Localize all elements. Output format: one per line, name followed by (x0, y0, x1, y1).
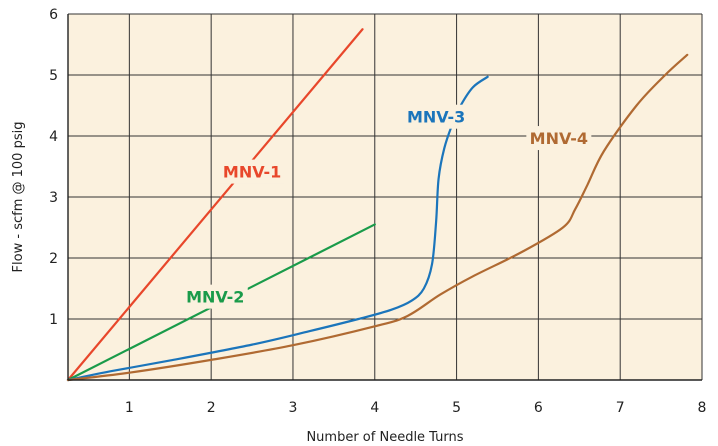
tick-labels: 1 2 3 4 5 6 7 8 1 2 3 4 5 6 (49, 7, 706, 416)
x-tick-label: 3 (289, 400, 298, 416)
series-label-mnv-1: MNV-1 (223, 163, 281, 182)
series-line-mnv-4 (66, 53, 689, 382)
grid-lines (68, 13, 703, 380)
x-tick-label: 7 (616, 400, 625, 416)
y-tick-label: 1 (49, 312, 58, 328)
x-tick-label: 8 (698, 400, 707, 416)
series-label-bg (182, 284, 248, 309)
x-tick-label: 5 (452, 400, 461, 416)
axes (67, 14, 702, 381)
y-axis-label: Flow - scfm @ 100 psig (11, 122, 26, 273)
x-tick-label: 6 (534, 400, 543, 416)
series-annotations: MNV-1 MNV-2 MNV-3 MNV-4 (182, 104, 592, 309)
y-tick-label: 3 (49, 190, 58, 206)
series-label-bg (219, 159, 285, 184)
x-axis-label: Number of Needle Turns (306, 430, 463, 445)
x-tick-label: 4 (370, 400, 379, 416)
x-tick-label: 1 (125, 400, 134, 416)
series-label-mnv-4: MNV-4 (530, 129, 588, 148)
y-tick-label: 5 (49, 68, 58, 84)
series-label-bg (526, 126, 592, 151)
y-tick-label: 2 (49, 251, 58, 267)
y-tick-label: 4 (49, 129, 58, 145)
series-label-bg (403, 104, 469, 129)
y-tick-label: 6 (49, 7, 58, 23)
series-label-mnv-3: MNV-3 (407, 108, 465, 127)
series-line-mnv-1 (66, 28, 364, 382)
series-label-mnv-2: MNV-2 (186, 288, 244, 307)
x-tick-label: 2 (207, 400, 216, 416)
